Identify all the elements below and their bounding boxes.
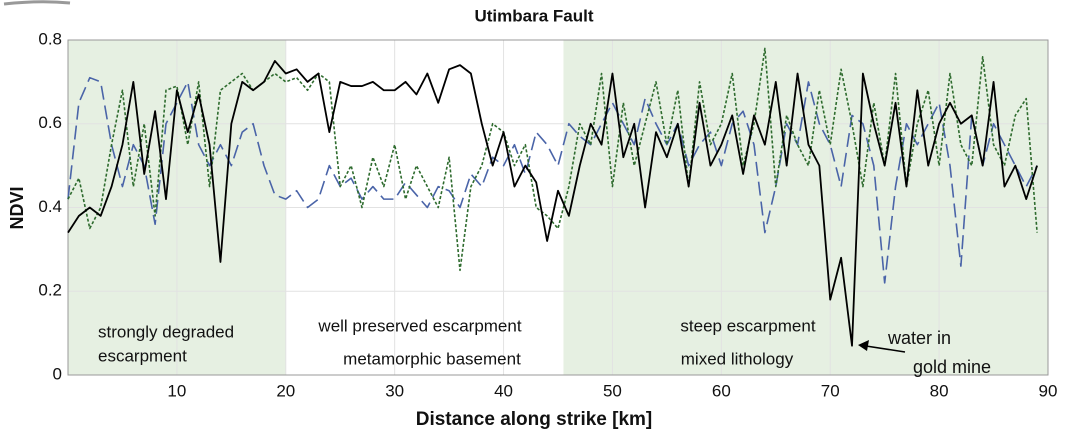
arrow-head [858,340,869,351]
annotation: mixed lithology [681,349,794,368]
x-tick-label: 90 [1039,381,1058,400]
annotation: well preserved escarpment [317,316,521,335]
annotation: strongly degraded [98,322,234,341]
data-line [67,60,1038,347]
arrow-line [865,345,906,353]
y-tick-label: 0.2 [38,281,62,300]
annotation: gold mine [913,357,991,377]
annotation: steep escarpment [680,316,815,335]
x-tick-label: 70 [821,381,840,400]
data-line [67,47,1038,272]
y-tick-label: 0.8 [38,29,62,48]
chart-title: Utimbara Fault [474,6,593,25]
x-tick-label: 30 [385,381,404,400]
annotation: metamorphic basement [343,349,521,368]
decoration [3,0,71,6]
plot-frame [67,39,1049,376]
y-tick-label: 0 [53,364,62,383]
x-tick-label: 50 [603,381,622,400]
y-tick-label: 0.4 [38,197,62,216]
y-tick-label: 0.6 [38,113,62,132]
x-tick-label: 80 [930,381,949,400]
x-tick-label: 40 [494,381,513,400]
x-tick-label: 20 [276,381,295,400]
x-tick-label: 10 [167,381,186,400]
x-axis-label: Distance along strike [km] [416,409,653,430]
y-axis-label: NDVI [7,186,27,229]
x-tick-label: 60 [712,381,731,400]
annotation: escarpment [98,346,187,365]
data-line [67,76,1038,284]
annotation: water in [887,328,951,348]
